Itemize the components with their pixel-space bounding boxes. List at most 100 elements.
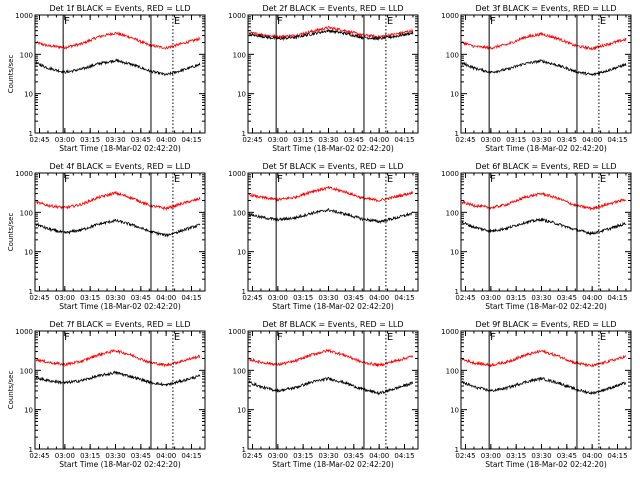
panel-title: Det 2f BLACK = Events, RED = LLD (262, 4, 403, 13)
marker-label-0: F (64, 174, 70, 185)
x-tick-label: 03:15 (506, 136, 526, 144)
panel-det-8: Det 8f BLACK = Events, RED = LLD F E 1 10 100… (228, 320, 419, 469)
marker-label-2: E (174, 332, 180, 343)
plot-frame (460, 14, 632, 134)
y-tick-label: 10 (237, 249, 246, 257)
x-tick-label: 04:15 (394, 294, 414, 302)
x-tick-label: 02:45 (242, 294, 262, 302)
panel-title: Det 4f BLACK = Events, RED = LLD (49, 162, 190, 171)
panel-det-3: Det 3f BLACK = Events, RED = LLD F E 1 10 100… (441, 4, 632, 153)
x-tick-label: 03:30 (105, 136, 125, 144)
x-tick-label: 03:30 (105, 294, 125, 302)
series-events-line (461, 376, 627, 395)
x-tick-label: 04:15 (394, 136, 414, 144)
y-tick-label: 100 (446, 51, 459, 59)
marker-label-0: F (64, 16, 70, 27)
x-tick-label: 03:30 (318, 294, 338, 302)
marker-label-0: F (277, 332, 283, 343)
x-tick-label: 03:00 (481, 294, 501, 302)
marker-label-2: E (174, 16, 180, 27)
x-axis-label: Start Time (18-Mar-02 02:42:20) (59, 144, 181, 153)
x-tick-label: 03:45 (344, 294, 364, 302)
marker-label-0: F (277, 16, 283, 27)
x-tick-label: 04:00 (582, 294, 602, 302)
x-tick-label: 03:45 (557, 452, 577, 460)
x-tick-label: 04:00 (369, 294, 389, 302)
y-tick-label: 100 (233, 367, 246, 375)
x-tick-label: 03:15 (506, 452, 526, 460)
x-tick-label: 03:00 (481, 136, 501, 144)
x-tick-label: 04:15 (181, 452, 201, 460)
y-tick-label: 100 (233, 51, 246, 59)
marker-label-2: E (174, 174, 180, 185)
y-tick-label: 100 (20, 51, 33, 59)
x-tick-label: 04:15 (607, 294, 627, 302)
panel-title: Det 3f BLACK = Events, RED = LLD (475, 4, 616, 13)
plot-frame (34, 172, 206, 292)
y-tick-label: 1 (29, 288, 33, 296)
x-tick-label: 04:00 (156, 136, 176, 144)
x-tick-label: 03:00 (268, 452, 288, 460)
y-tick-label: 1000 (228, 170, 246, 178)
x-tick-label: 02:45 (29, 294, 49, 302)
x-tick-label: 03:45 (344, 136, 364, 144)
series-events-line (461, 217, 627, 236)
marker-label-0: F (490, 332, 496, 343)
series-events-line (248, 376, 414, 396)
x-axis-label: Start Time (18-Mar-02 02:42:20) (59, 460, 181, 469)
series-events-line (35, 370, 201, 387)
x-tick-label: 02:45 (455, 294, 475, 302)
marker-label-0: F (64, 332, 70, 343)
plot-frame (34, 14, 206, 134)
x-tick-label: 04:00 (156, 452, 176, 460)
y-tick-label: 1 (29, 130, 33, 138)
x-axis-label: Start Time (18-Mar-02 02:42:20) (272, 460, 394, 469)
marker-label-0: F (277, 174, 283, 185)
panel-det-4: Det 4f BLACK = Events, RED = LLD F E 1 10 100… (7, 162, 206, 311)
series-lld-line (35, 348, 201, 368)
x-tick-label: 03:45 (131, 294, 151, 302)
y-tick-label: 10 (237, 407, 246, 415)
x-tick-label: 04:15 (607, 136, 627, 144)
plot-frame (247, 172, 419, 292)
x-tick-label: 04:15 (181, 136, 201, 144)
y-tick-label: 1 (242, 446, 246, 454)
series-lld-line (35, 190, 201, 212)
x-tick-label: 03:15 (80, 136, 100, 144)
y-tick-label: 1000 (441, 170, 459, 178)
series-lld-line (461, 349, 627, 368)
y-tick-label: 1 (242, 288, 246, 296)
x-axis-label: Start Time (18-Mar-02 02:42:20) (485, 460, 607, 469)
x-tick-label: 03:30 (531, 452, 551, 460)
x-tick-label: 03:00 (481, 452, 501, 460)
x-tick-label: 03:15 (80, 294, 100, 302)
x-tick-label: 03:30 (318, 452, 338, 460)
x-tick-label: 04:00 (369, 136, 389, 144)
x-tick-label: 04:15 (607, 452, 627, 460)
x-tick-label: 04:00 (582, 452, 602, 460)
x-tick-label: 02:45 (455, 136, 475, 144)
panel-det-2: Det 2f BLACK = Events, RED = LLD F E 1 10 100… (228, 4, 419, 153)
y-tick-label: 100 (233, 209, 246, 217)
y-axis-label: Counts/sec (7, 213, 15, 252)
plot-frame (460, 172, 632, 292)
panel-det-7: Det 7f BLACK = Events, RED = LLD F E 1 10 100… (7, 320, 206, 469)
x-tick-label: 04:15 (181, 294, 201, 302)
x-tick-label: 03:45 (344, 452, 364, 460)
y-tick-label: 100 (446, 367, 459, 375)
x-tick-label: 03:45 (131, 136, 151, 144)
x-axis-label: Start Time (18-Mar-02 02:42:20) (272, 144, 394, 153)
x-axis-label: Start Time (18-Mar-02 02:42:20) (485, 144, 607, 153)
marker-label-0: F (490, 174, 496, 185)
series-lld-line (461, 192, 627, 211)
x-tick-label: 03:00 (268, 136, 288, 144)
x-tick-label: 03:00 (55, 294, 75, 302)
x-tick-label: 04:00 (582, 136, 602, 144)
x-tick-label: 03:30 (531, 294, 551, 302)
y-tick-label: 100 (20, 367, 33, 375)
y-tick-label: 10 (450, 249, 459, 257)
marker-label-2: E (600, 174, 606, 185)
marker-label-2: E (600, 332, 606, 343)
x-tick-label: 03:15 (506, 294, 526, 302)
